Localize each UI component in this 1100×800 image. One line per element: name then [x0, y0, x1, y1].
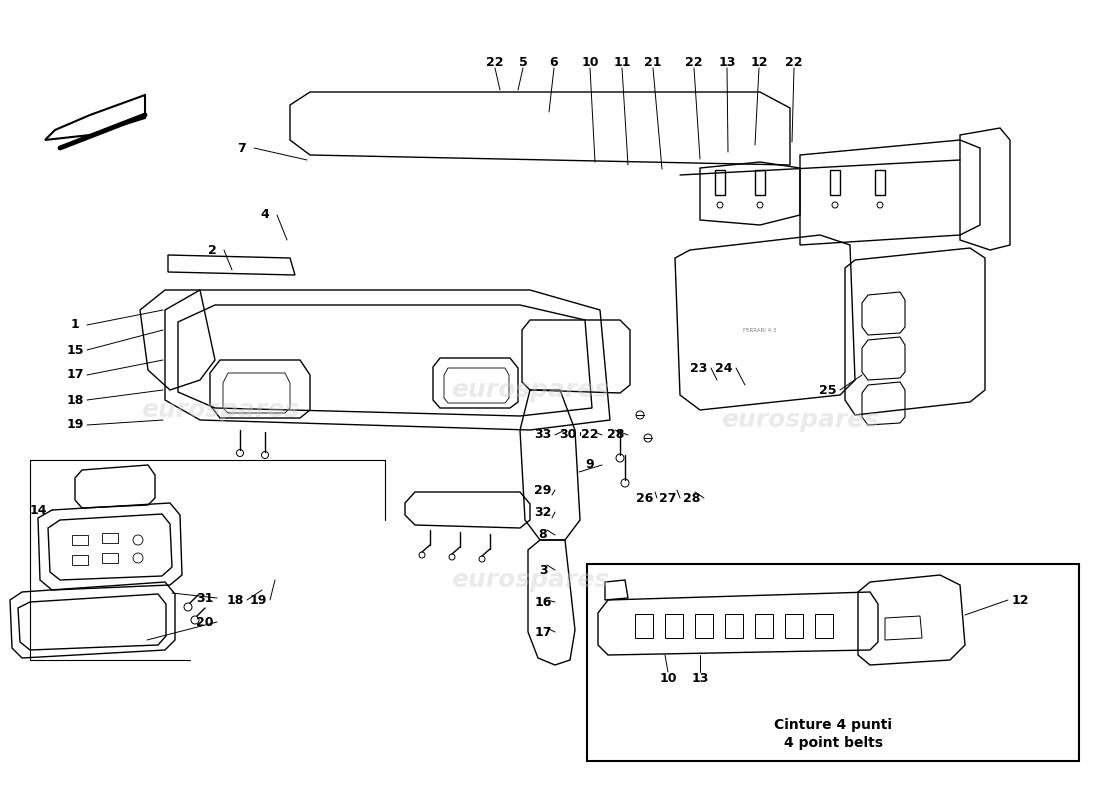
Text: 18: 18 [227, 594, 244, 606]
Text: 1: 1 [70, 318, 79, 331]
Text: eurospares: eurospares [451, 568, 609, 592]
Text: 10: 10 [581, 55, 598, 69]
Text: 24: 24 [715, 362, 733, 374]
Text: FERRARI 4.3: FERRARI 4.3 [744, 327, 777, 333]
Text: 31: 31 [196, 591, 213, 605]
Text: 27: 27 [659, 491, 676, 505]
Text: 19: 19 [250, 594, 266, 606]
Text: 3: 3 [539, 563, 548, 577]
Text: 20: 20 [196, 615, 213, 629]
Text: 4: 4 [261, 209, 270, 222]
Text: 15: 15 [66, 343, 84, 357]
Text: 25: 25 [820, 383, 837, 397]
Text: 12: 12 [750, 55, 768, 69]
Text: eurospares: eurospares [451, 378, 609, 402]
FancyBboxPatch shape [587, 564, 1079, 761]
Text: 33: 33 [535, 429, 551, 442]
Text: 7: 7 [238, 142, 246, 154]
Text: 22: 22 [785, 55, 803, 69]
Text: eurospares: eurospares [141, 398, 299, 422]
Text: eurospares: eurospares [720, 408, 879, 432]
Text: 28: 28 [683, 491, 701, 505]
Text: 32: 32 [535, 506, 552, 518]
Text: 13: 13 [718, 55, 736, 69]
Text: 22: 22 [486, 55, 504, 69]
Text: 16: 16 [535, 595, 552, 609]
Text: 29: 29 [535, 483, 552, 497]
Text: 5: 5 [518, 55, 527, 69]
Text: 12: 12 [1011, 594, 1028, 606]
Text: 21: 21 [645, 55, 662, 69]
Text: 8: 8 [539, 529, 548, 542]
Text: 22: 22 [581, 429, 598, 442]
Text: 11: 11 [614, 55, 630, 69]
Text: 14: 14 [30, 503, 46, 517]
Text: 13: 13 [691, 671, 708, 685]
Text: 4 point belts: 4 point belts [783, 736, 882, 750]
Text: 30: 30 [559, 429, 576, 442]
Text: 6: 6 [550, 55, 559, 69]
Text: 18: 18 [66, 394, 84, 406]
Text: 17: 17 [535, 626, 552, 638]
Text: 19: 19 [66, 418, 84, 431]
Text: 2: 2 [208, 243, 217, 257]
Text: 9: 9 [585, 458, 594, 471]
Text: 23: 23 [691, 362, 707, 374]
Text: 10: 10 [659, 671, 676, 685]
Text: 28: 28 [607, 429, 625, 442]
Text: 26: 26 [636, 491, 653, 505]
Text: 22: 22 [685, 55, 703, 69]
Text: Cinture 4 punti: Cinture 4 punti [774, 718, 892, 732]
Text: 17: 17 [66, 369, 84, 382]
